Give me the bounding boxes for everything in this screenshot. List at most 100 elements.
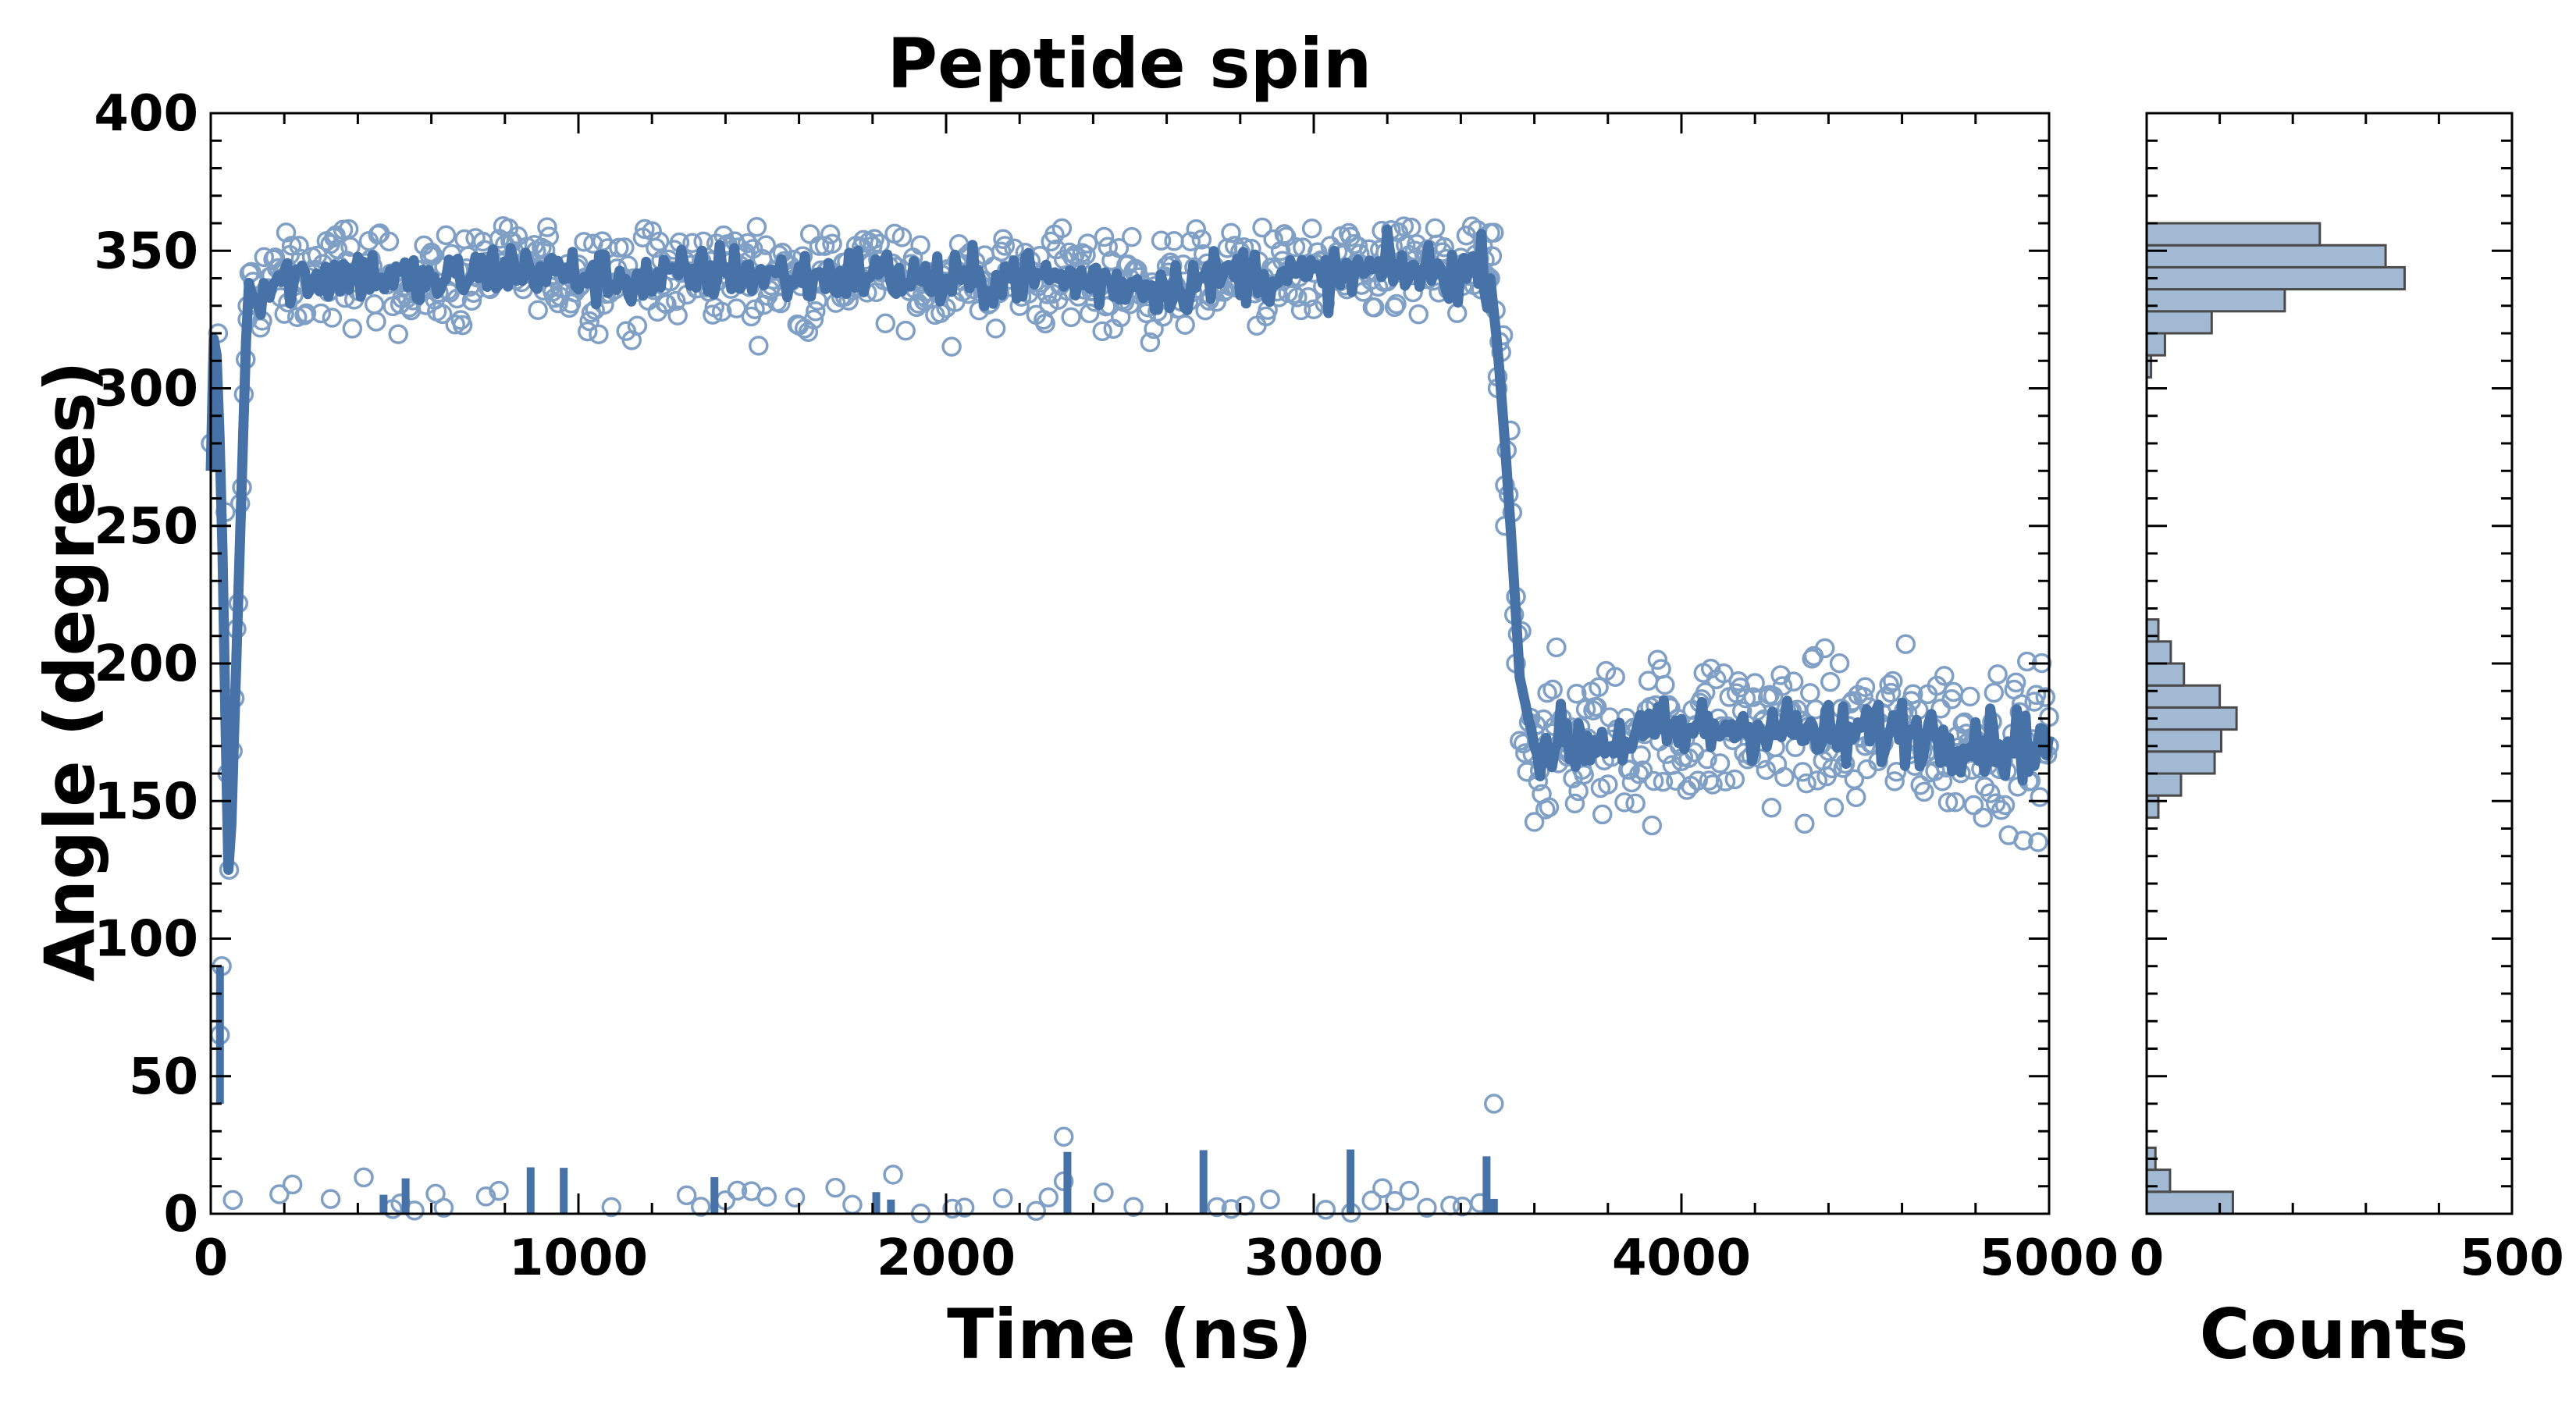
scatter-point [320,1189,341,1209]
scatter-point [1164,231,1184,251]
scatter-point [2005,672,2026,693]
main-x-axis: 0 1000 2000 3000 4000 5000 [194,113,2119,1287]
scatter-point [2028,832,2048,852]
scatter-point [1614,792,1635,813]
scatter-point [1452,1197,1473,1217]
scatter-point [528,300,548,321]
scatter-point [1567,683,1587,704]
scatter-point [1221,222,1241,244]
scatter-point [745,299,765,320]
scatter-point [1361,1190,1382,1211]
scatter-point [785,1187,806,1208]
scatter-point [1053,1126,1074,1147]
scatter-point [1301,218,1322,239]
scatter-point [1094,1182,1114,1203]
scatter-point [1715,771,1736,791]
scatter-point [1098,237,1118,257]
scatter-point [1761,797,1782,818]
scatter-point [883,1165,903,1185]
scatter-point [1631,745,1651,766]
scatter-point [281,236,302,256]
scatter-point [1820,671,1841,692]
scatter-point [489,1180,509,1201]
scatter-point [1399,1180,1420,1201]
scatter-point [1643,770,1664,791]
scatter-point [1061,307,1081,328]
scatter-point [1974,777,1995,797]
scatter-point [799,224,820,244]
scatter-point [1372,1178,1393,1198]
scatter-point [388,324,408,344]
scatter-point [1586,697,1607,717]
histogram-bar [2145,772,2183,797]
scatter-point [296,303,317,324]
histogram-bar [2145,288,2286,313]
scatter-point [627,315,648,336]
scatter-point [1994,795,2016,816]
x-tick-label: 5000 [1980,1229,2119,1287]
scatter-point [1945,791,1966,813]
scatter-point [1191,229,1212,250]
main-y-axis: 0 50 100 150 200 250 300 350 400 [94,85,2049,1243]
scatter-point [1937,792,1959,813]
scatter-point [1647,649,1668,670]
scatter-point [1151,230,1172,251]
histogram-bar [2145,244,2387,269]
scatter-point [1598,774,1618,795]
scatter-point [274,304,294,324]
scatter-point [1403,282,1423,303]
scatter-point [1122,226,1142,247]
scatter-point [433,1197,454,1218]
scatter-point [1963,795,1984,816]
scatter-point [366,311,386,332]
scatter-point [1783,671,1804,692]
scatter-point [1991,800,2012,820]
scatter-point [601,1197,622,1218]
scatter-point [803,309,824,330]
scatter-point [1842,691,1863,711]
scatter-point [2026,685,2047,706]
y-tick-label: 50 [129,1048,198,1106]
scatter-point [1934,666,1955,686]
x-tick-label: 2000 [877,1229,1016,1287]
scatter-point [2030,787,2050,807]
scatter-point [1829,653,1850,674]
scatter-point [1620,759,1640,780]
scatter-point [1592,804,1613,825]
scatter-point [342,318,363,339]
y-tick-label: 100 [94,911,198,969]
scatter-point [354,1167,374,1188]
x-tick-label: 1000 [509,1229,648,1287]
scatter-point [452,315,473,336]
scatter-point [269,1184,290,1204]
scatter-point [690,1197,711,1217]
histogram-bar [2145,1190,2234,1215]
scatter-point [1845,787,1866,808]
histogram-bar [2145,662,2186,687]
scatter-point [1094,226,1115,247]
scatter-point [1959,686,1980,707]
scatter-point [1484,1094,1504,1114]
scatter-point [1642,815,1663,836]
scatter-point [289,236,309,256]
scatter-point [1703,774,1723,795]
scatter-point [578,321,598,342]
histogram-bar [2145,332,2166,357]
histogram-bar [2145,750,2216,775]
scatter-point [711,301,732,322]
scatter-point [1285,237,1306,258]
scatter-point [1393,216,1414,237]
scatter-point [379,231,400,252]
scatter-point [1800,683,1820,703]
histogram-bar [2145,728,2222,753]
scatter-point [1079,303,1100,324]
histogram-bar [2145,706,2238,731]
scatter-point [1875,688,1896,708]
scatter-point [1735,688,1756,709]
scatter-point [1364,297,1385,318]
scatter-point [682,233,703,253]
y-tick-label: 150 [94,773,198,831]
scatter-point [1792,762,1813,782]
scatter-point [667,305,688,325]
